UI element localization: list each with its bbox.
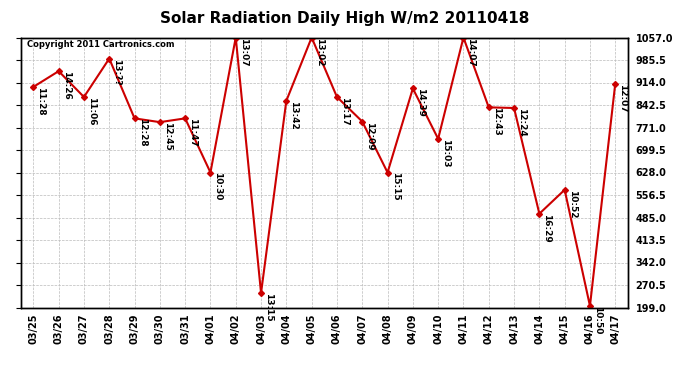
Text: 10:50: 10:50	[593, 306, 602, 334]
Text: Copyright 2011 Cartronics.com: Copyright 2011 Cartronics.com	[27, 40, 175, 49]
Text: 10:30: 10:30	[213, 172, 222, 201]
Text: 13:42: 13:42	[289, 101, 298, 129]
Text: 15:03: 15:03	[441, 139, 450, 167]
Text: 13:15: 13:15	[264, 293, 273, 322]
Text: 13:02: 13:02	[315, 38, 324, 66]
Text: 11:47: 11:47	[188, 118, 197, 147]
Text: 14:39: 14:39	[416, 88, 425, 117]
Text: 14:26: 14:26	[61, 71, 70, 100]
Text: 13:17: 13:17	[340, 97, 349, 126]
Text: 11:06: 11:06	[87, 97, 96, 126]
Text: 12:07: 12:07	[618, 84, 627, 112]
Text: 10:52: 10:52	[568, 190, 577, 218]
Text: 11:28: 11:28	[37, 87, 46, 116]
Text: 15:15: 15:15	[391, 172, 400, 201]
Text: 12:24: 12:24	[517, 108, 526, 137]
Text: 12:28: 12:28	[137, 118, 146, 147]
Text: 13:07: 13:07	[239, 38, 248, 66]
Text: 12:45: 12:45	[163, 122, 172, 151]
Text: 14:07: 14:07	[466, 38, 475, 66]
Text: 16:29: 16:29	[542, 214, 551, 243]
Text: 12:43: 12:43	[492, 107, 501, 136]
Text: Solar Radiation Daily High W/m2 20110418: Solar Radiation Daily High W/m2 20110418	[160, 11, 530, 26]
Text: 13:??: 13:??	[112, 58, 121, 85]
Text: 12:09: 12:09	[365, 122, 374, 150]
